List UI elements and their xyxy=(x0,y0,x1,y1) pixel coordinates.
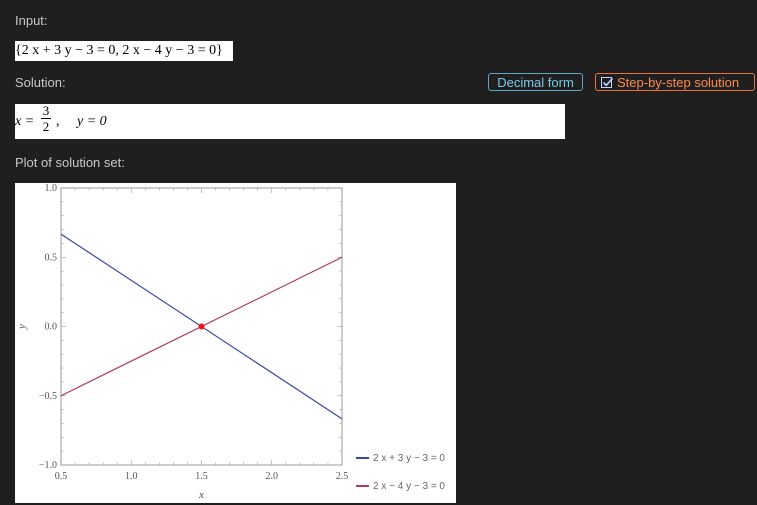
x-tick-label: 1.5 xyxy=(195,471,208,482)
x-tick-label: 2.5 xyxy=(336,471,349,482)
y-tick-label: −1.0 xyxy=(39,460,57,471)
solution-x-var: x = xyxy=(15,114,35,129)
solution-x-fraction: 3 2 xyxy=(40,104,52,133)
solution-x-numerator: 3 xyxy=(42,103,50,118)
step-by-step-label: Step-by-step solution xyxy=(617,75,740,90)
solution-x-denominator: 2 xyxy=(42,119,50,134)
legend-label-1: 2 x + 3 y − 3 = 0 xyxy=(373,453,445,464)
solution-result: x = 3 2 , y = 0 xyxy=(15,104,565,139)
x-tick-label: 2.0 xyxy=(266,471,279,482)
y-tick-label: 1.0 xyxy=(45,183,58,194)
x-tick-label: 0.5 xyxy=(55,471,68,482)
checkbox-checked-icon[interactable] xyxy=(601,77,614,88)
solution-plot: 0.5 1.0 1.5 2.0 2.5 1.0 0.5 0.0 −0.5 −1.0 x y 2 x + … xyxy=(15,183,456,503)
intersection-point xyxy=(198,323,205,330)
solution-label: Solution: xyxy=(15,75,66,90)
y-axis-title: y xyxy=(16,324,28,330)
y-tick-label: 0.5 xyxy=(45,252,58,263)
x-axis-title: x xyxy=(198,489,204,501)
legend-label-2: 2 x − 4 y − 3 = 0 xyxy=(373,481,445,492)
step-by-step-button[interactable]: Step-by-step solution xyxy=(595,73,755,91)
solution-y: y = 0 xyxy=(77,114,107,129)
decimal-form-button[interactable]: Decimal form xyxy=(488,73,583,91)
y-tick-label: 0.0 xyxy=(45,322,58,333)
solution-separator: , xyxy=(56,114,60,129)
input-expression[interactable]: {2 x + 3 y − 3 = 0, 2 x − 4 y − 3 = 0} xyxy=(15,41,233,61)
input-label: Input: xyxy=(15,13,48,28)
y-tick-label: −0.5 xyxy=(39,391,57,402)
plot-label: Plot of solution set: xyxy=(15,155,125,170)
x-tick-label: 1.0 xyxy=(125,471,138,482)
plot-chart: 0.5 1.0 1.5 2.0 2.5 1.0 0.5 0.0 −0.5 −1.0 x y 2 x + … xyxy=(16,183,445,501)
